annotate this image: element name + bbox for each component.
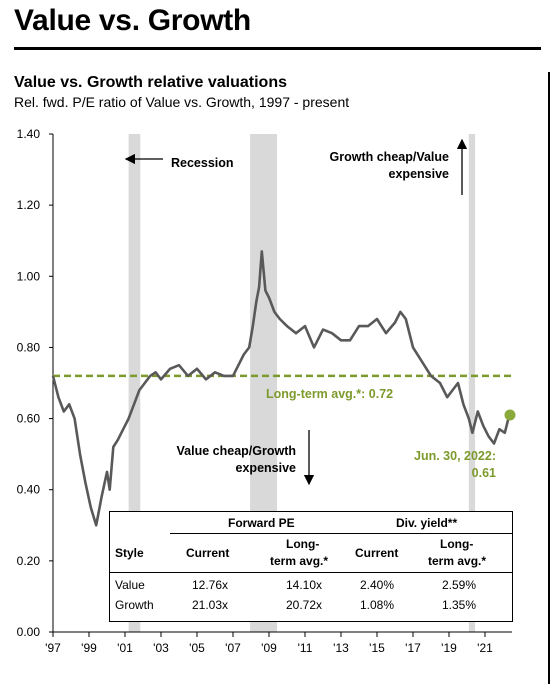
row-growth-dy-current: 1.08% [360, 598, 394, 612]
value-cheap-label-1: Value cheap/Growth [177, 444, 296, 458]
x-tick-label-5: '07 [225, 641, 241, 655]
x-tick-label-6: '09 [261, 641, 277, 655]
group-header-rule [170, 533, 512, 534]
row-value-style: Value [115, 578, 145, 592]
y-tick-label-3: 0.60 [17, 412, 41, 426]
row-growth-pe-current: 21.03x [192, 598, 228, 612]
col-dy-avg-2: term avg.* [428, 554, 486, 568]
x-tick-label-3: '03 [153, 641, 169, 655]
col-header-rule [110, 572, 512, 573]
x-tick-label-12: '21 [477, 641, 493, 655]
row-value-dy-avg: 2.59% [442, 578, 476, 592]
y-tick-label-2: 0.40 [17, 483, 41, 497]
y-tick-label-1: 0.20 [17, 554, 41, 568]
row-value-pe-current: 12.76x [192, 578, 228, 592]
col-pe-current: Current [186, 546, 229, 560]
row-growth-style: Growth [115, 598, 154, 612]
col-style: Style [115, 546, 144, 560]
longterm-avg-label: Long-term avg.*: 0.72 [266, 387, 393, 401]
div-yield-header: Div. yield** [396, 516, 457, 530]
col-pe-avg-1: Long- [286, 537, 319, 551]
col-pe-avg-2: term avg.* [270, 554, 328, 568]
current-value-label: 0.61 [472, 466, 496, 480]
growth-cheap-label-2: expensive [389, 167, 450, 181]
col-dy-current: Current [355, 546, 398, 560]
current-value-point [505, 410, 516, 421]
x-tick-label-4: '05 [189, 641, 205, 655]
x-tick-label-10: '17 [405, 641, 421, 655]
x-tick-label-8: '13 [333, 641, 349, 655]
y-tick-label-4: 0.80 [17, 340, 41, 354]
x-tick-label-7: '11 [298, 641, 313, 655]
x-tick-label-11: '19 [441, 641, 457, 655]
row-growth-dy-avg: 1.35% [442, 598, 476, 612]
col-dy-avg-1: Long- [440, 537, 473, 551]
annotations: Recession Growth cheap/Value expensive V… [126, 140, 496, 484]
forward-pe-header: Forward PE [228, 516, 295, 530]
x-tick-label-1: '99 [81, 641, 97, 655]
value-cheap-label-2: expensive [236, 461, 297, 475]
y-tick-label-5: 1.00 [17, 269, 41, 283]
y-tick-label-0: 0.00 [17, 625, 41, 639]
y-tick-label-6: 1.20 [17, 198, 41, 212]
row-value-pe-avg: 14.10x [286, 578, 322, 592]
y-tick-label-7: 1.40 [17, 127, 41, 141]
row-value-dy-current: 2.40% [360, 578, 394, 592]
x-tick-label-0: '97 [45, 641, 61, 655]
recession-label: Recession [171, 156, 234, 170]
valuation-table: Forward PE Div. yield** Style Current Lo… [109, 511, 513, 622]
row-growth-pe-avg: 20.72x [286, 598, 322, 612]
growth-cheap-label-1: Growth cheap/Value [330, 150, 450, 164]
x-tick-label-2: '01 [117, 641, 133, 655]
current-date-label: Jun. 30, 2022: [414, 449, 496, 463]
x-tick-label-9: '15 [369, 641, 385, 655]
